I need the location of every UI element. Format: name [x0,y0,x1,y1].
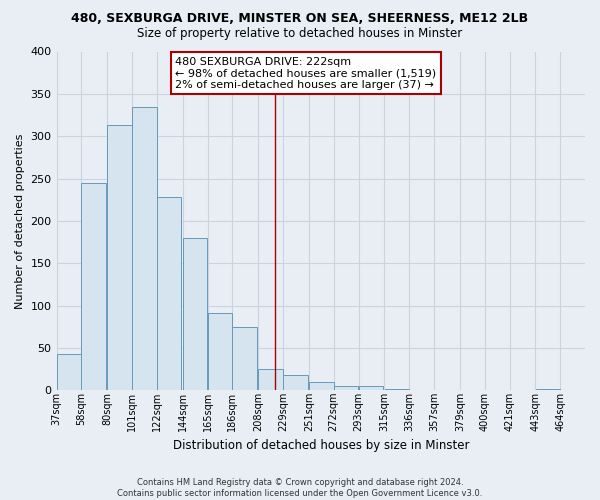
Bar [283,375,308,390]
Bar [232,327,257,390]
Bar [208,313,232,390]
Bar [157,197,181,390]
Bar [359,386,383,390]
Bar [334,386,358,390]
Text: Contains HM Land Registry data © Crown copyright and database right 2024.
Contai: Contains HM Land Registry data © Crown c… [118,478,482,498]
Y-axis label: Number of detached properties: Number of detached properties [15,133,25,308]
X-axis label: Distribution of detached houses by size in Minster: Distribution of detached houses by size … [173,440,469,452]
Bar [183,238,208,390]
Text: 480, SEXBURGA DRIVE, MINSTER ON SEA, SHEERNESS, ME12 2LB: 480, SEXBURGA DRIVE, MINSTER ON SEA, SHE… [71,12,529,26]
Text: Size of property relative to detached houses in Minster: Size of property relative to detached ho… [137,28,463,40]
Text: 480 SEXBURGA DRIVE: 222sqm
← 98% of detached houses are smaller (1,519)
2% of se: 480 SEXBURGA DRIVE: 222sqm ← 98% of deta… [175,56,437,90]
Bar [536,388,560,390]
Bar [259,369,283,390]
Bar [309,382,334,390]
Bar [107,125,132,390]
Bar [57,354,81,391]
Bar [132,106,157,391]
Bar [82,183,106,390]
